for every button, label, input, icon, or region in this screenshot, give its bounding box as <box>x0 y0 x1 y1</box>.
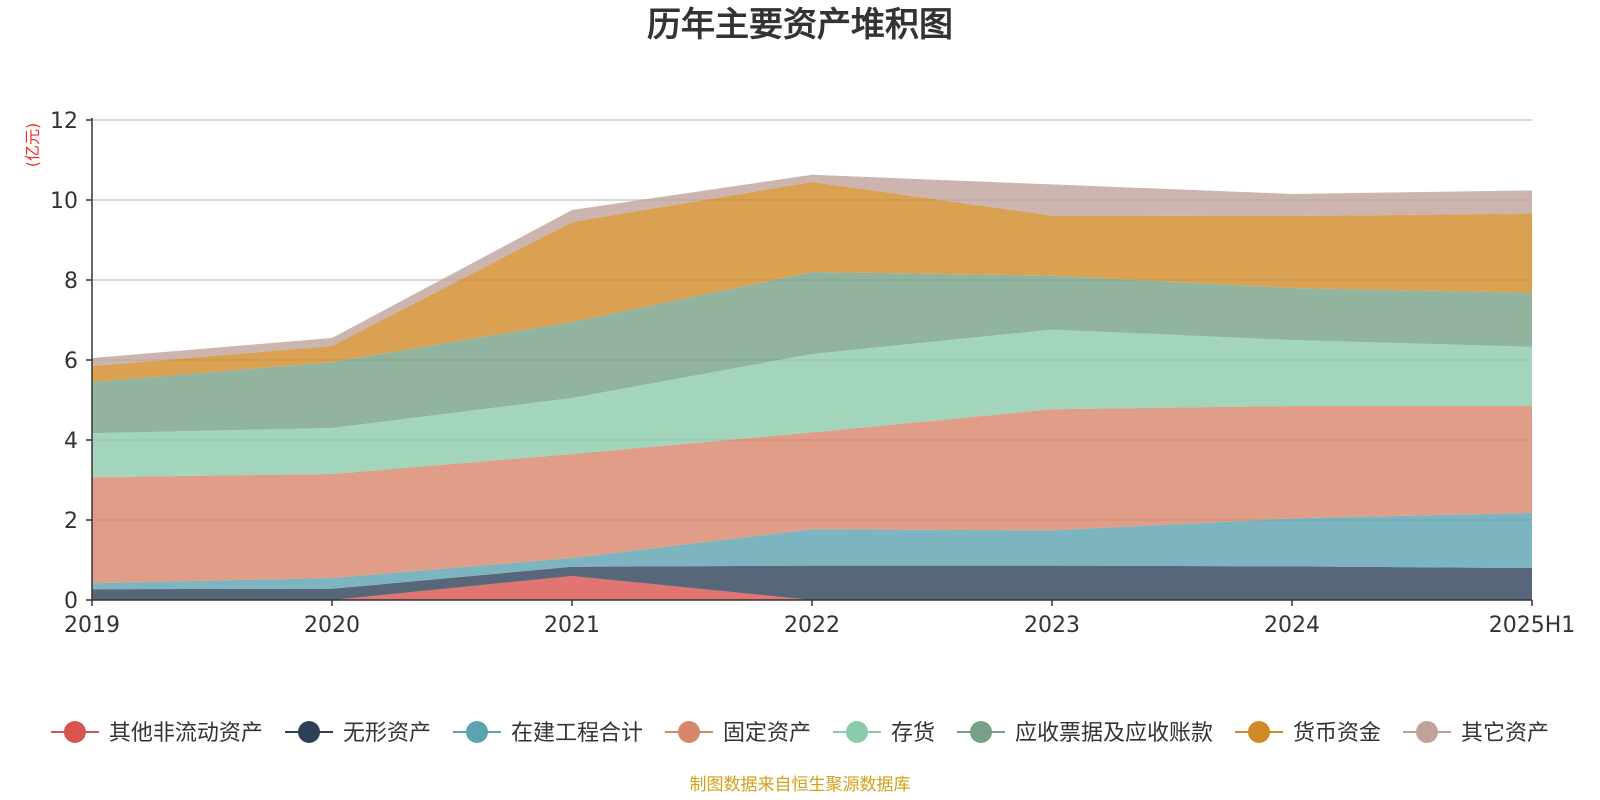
area-series-6 <box>92 182 1532 382</box>
legend-label-1: 无形资产 <box>343 721 431 746</box>
legend-item-2: 在建工程合计 <box>453 721 643 746</box>
x-tick-labels: 2019 2020 2021 2022 2023 2024 2025H1 <box>64 600 1575 638</box>
area-series-5 <box>92 272 1532 434</box>
legend-marker-6 <box>1248 721 1270 743</box>
legend-marker-3 <box>678 721 700 743</box>
x-tick-label-3: 2022 <box>784 613 840 638</box>
legend-label-6: 货币资金 <box>1293 721 1381 746</box>
data-source-note: 制图数据来自恒生聚源数据库 <box>690 775 911 795</box>
legend-label-2: 在建工程合计 <box>511 721 643 746</box>
legend-label-7: 其它资产 <box>1461 721 1549 746</box>
x-tick-label-6: 2025H1 <box>1489 613 1576 638</box>
legend-label-5: 应收票据及应收账款 <box>1015 721 1213 746</box>
area-series-4 <box>92 329 1532 478</box>
y-tick-label-0: 0 <box>64 589 78 614</box>
y-tick-label-10: 10 <box>50 189 78 214</box>
area-layers <box>92 174 1532 600</box>
y-tick-label-4: 4 <box>64 429 78 454</box>
x-tick-label-2: 2021 <box>544 613 600 638</box>
y-tick-labels: 0 2 4 6 8 10 12 <box>50 109 92 614</box>
area-series-3 <box>92 406 1532 584</box>
legend-label-3: 固定资产 <box>723 721 811 746</box>
legend-label-0: 其他非流动资产 <box>109 721 263 746</box>
x-tick-label-5: 2024 <box>1264 613 1320 638</box>
legend-item-7: 其它资产 <box>1403 721 1549 746</box>
x-tick-label-0: 2019 <box>64 613 120 638</box>
legend: 其他非流动资产 无形资产 在建工程合计 固定资产 存货 应收票据及应收账款 货币资金 其它资产 <box>50 721 1549 746</box>
y-tick-label-6: 6 <box>64 349 78 374</box>
y-tick-label-8: 8 <box>64 269 78 294</box>
area-series-7 <box>92 174 1532 366</box>
y-axis-unit-label: (亿元) <box>23 123 42 168</box>
y-tick-label-12: 12 <box>50 109 78 134</box>
legend-marker-5 <box>970 721 992 743</box>
legend-marker-1 <box>298 721 320 743</box>
area-series-2 <box>92 512 1532 590</box>
legend-marker-7 <box>1416 721 1438 743</box>
chart-title: 历年主要资产堆积图 <box>647 5 953 45</box>
y-tick-label-2: 2 <box>64 509 78 534</box>
legend-item-3: 固定资产 <box>665 721 811 746</box>
x-tick-label-1: 2020 <box>304 613 360 638</box>
legend-label-4: 存货 <box>891 721 935 746</box>
legend-item-1: 无形资产 <box>285 721 431 746</box>
legend-marker-2 <box>466 721 488 743</box>
legend-item-4: 存货 <box>833 721 935 746</box>
legend-marker-4 <box>846 721 868 743</box>
legend-marker-0 <box>63 721 86 743</box>
area-series-1 <box>92 565 1532 600</box>
legend-item-0: 其他非流动资产 <box>50 721 263 746</box>
legend-item-6: 货币资金 <box>1235 721 1381 746</box>
legend-item-5: 应收票据及应收账款 <box>957 721 1213 746</box>
x-tick-label-4: 2023 <box>1024 613 1080 638</box>
area-series-0 <box>92 576 1532 600</box>
